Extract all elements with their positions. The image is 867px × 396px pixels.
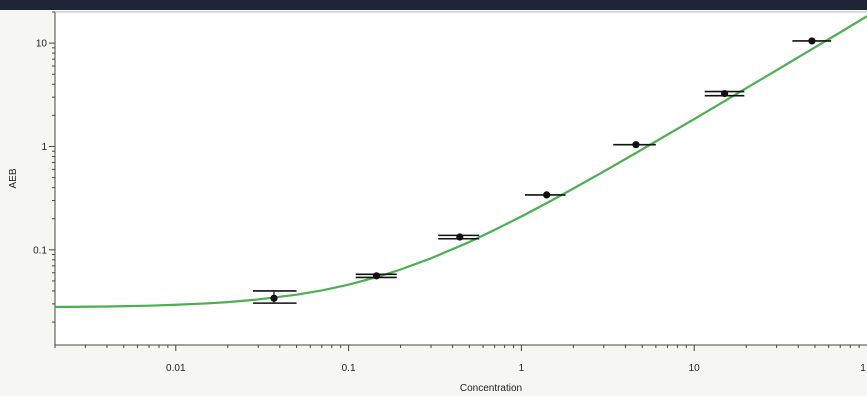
data-point <box>270 294 278 302</box>
data-point <box>721 89 729 98</box>
data-point-group <box>253 290 297 304</box>
y-tick-label: 1 <box>41 142 47 153</box>
data-point <box>372 272 381 280</box>
y-axis-title: AEB <box>8 168 19 188</box>
x-tick-label: 1 <box>860 363 866 374</box>
x-tick-label: 0.1 <box>342 363 356 374</box>
data-point <box>632 141 640 149</box>
y-tick-label: 10 <box>36 39 48 50</box>
x-tick-label: 1 <box>519 363 525 374</box>
data-point-group <box>704 89 745 98</box>
x-tick-label: 10 <box>689 363 701 374</box>
data-point <box>456 233 464 241</box>
data-point-group <box>525 191 566 199</box>
fit-curve-line <box>54 15 867 309</box>
data-point-group <box>355 272 397 280</box>
top-border <box>0 0 867 10</box>
y-tick-label: 0.1 <box>33 245 47 256</box>
data-point <box>543 191 551 199</box>
data-point-group <box>792 37 832 45</box>
x-axis-title: Concentration <box>460 383 522 394</box>
plot-area <box>55 12 867 345</box>
data-point <box>808 37 816 45</box>
x-tick-label: 0.01 <box>166 363 186 374</box>
data-point-group <box>613 141 656 149</box>
data-point-group <box>438 233 480 241</box>
